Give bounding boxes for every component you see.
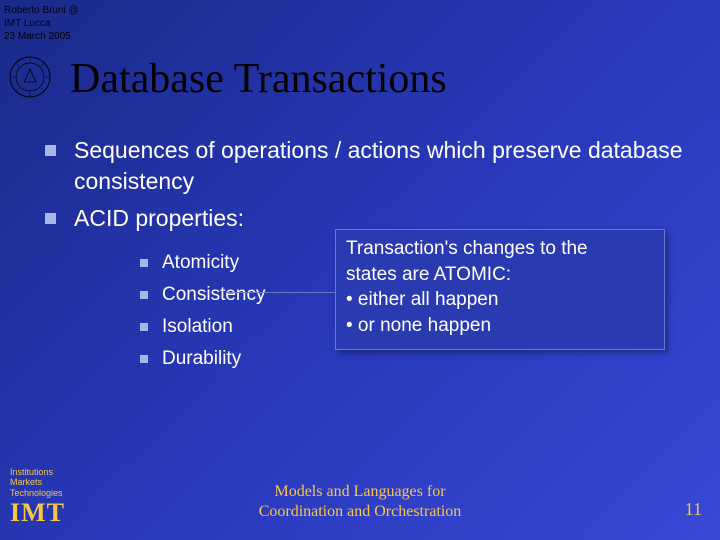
page-number: 11 <box>685 499 702 520</box>
bullet-square-icon <box>140 323 148 331</box>
sub-1-text: Atomicity <box>162 252 239 274</box>
bullet-square-icon <box>140 259 148 267</box>
callout-line-3: • either all happen <box>346 287 654 313</box>
footer-center-2: Coordination and Orchestration <box>0 502 720 522</box>
footer-inst-1: Institutions <box>10 467 65 477</box>
bullet-2-text: ACID properties: <box>74 203 244 234</box>
sub-bullet-durability: Durability <box>140 348 700 370</box>
bullet-1: Sequences of operations / actions which … <box>45 135 700 197</box>
venue-line: IMT Lucca <box>4 17 79 30</box>
callout-line-2: states are ATOMIC: <box>346 262 654 288</box>
bullet-square-icon <box>45 213 56 224</box>
callout-connector-line <box>227 292 335 293</box>
callout-line-1: Transaction's changes to the <box>346 236 654 262</box>
bullet-square-icon <box>45 145 56 156</box>
callout-line-4: • or none happen <box>346 313 654 339</box>
author-line: Roberto Bruni @ <box>4 4 79 17</box>
bullet-1-text: Sequences of operations / actions which … <box>74 135 700 197</box>
page-title: Database Transactions <box>70 55 447 103</box>
bullet-square-icon <box>140 355 148 363</box>
sub-4-text: Durability <box>162 348 241 370</box>
footer-center: Models and Languages for Coordination an… <box>0 482 720 522</box>
footer-center-1: Models and Languages for <box>0 482 720 502</box>
callout-box: Transaction's changes to the states are … <box>335 229 665 350</box>
sub-3-text: Isolation <box>162 316 233 338</box>
header-meta: Roberto Bruni @ IMT Lucca 23 March 2005 <box>4 4 79 43</box>
bullet-square-icon <box>140 291 148 299</box>
sub-2-text: Consistency <box>162 284 266 306</box>
seal-icon <box>8 55 52 99</box>
date-line: 23 March 2005 <box>4 30 79 43</box>
